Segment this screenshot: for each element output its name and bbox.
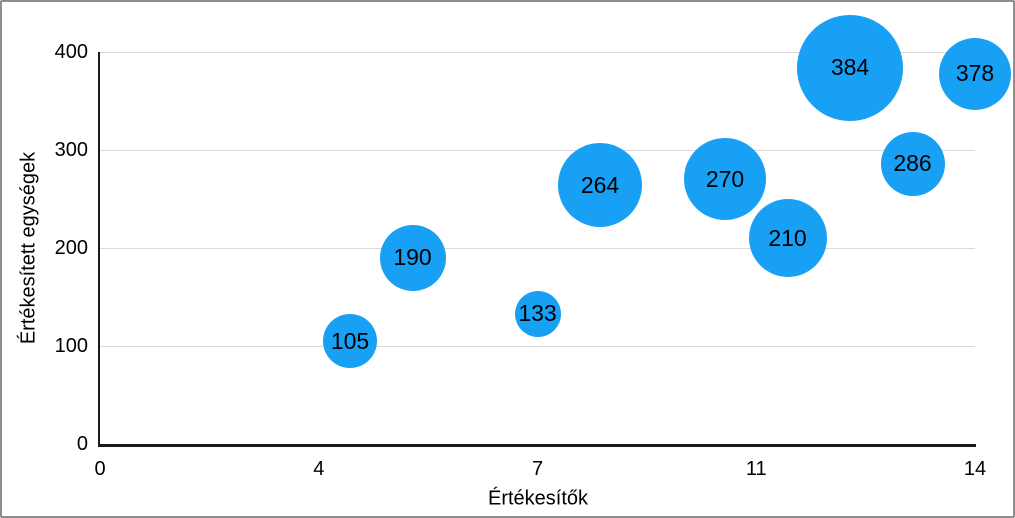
- x-tick-label: 14: [963, 458, 987, 480]
- y-gridline: [100, 345, 975, 347]
- y-tick-label: 100: [54, 335, 88, 357]
- bubble-133: 133: [514, 290, 561, 337]
- x-tick-label: 7: [531, 458, 544, 480]
- x-tick-label: 0: [94, 458, 106, 480]
- x-axis-line: [98, 444, 976, 447]
- bubble-384: 384: [797, 14, 903, 121]
- x-tick-label: 4: [313, 458, 325, 480]
- y-tick-label: 0: [76, 433, 88, 455]
- y-gridline: [100, 51, 975, 53]
- bubble-190: 190: [379, 224, 446, 291]
- y-gridline: [100, 247, 975, 249]
- bubble-270: 270: [684, 138, 766, 221]
- bubble-264: 264: [558, 143, 642, 228]
- bubble-210: 210: [748, 199, 827, 278]
- bubble-105: 105: [323, 314, 377, 369]
- y-tick-label: 200: [54, 237, 88, 259]
- x-tick-label: 11: [745, 458, 767, 480]
- y-gridline: [100, 149, 975, 151]
- bubble-286: 286: [880, 131, 945, 196]
- y-axis-line: [98, 52, 100, 447]
- bubble-378: 378: [939, 37, 1011, 110]
- y-tick-label: 300: [54, 139, 88, 161]
- y-tick-label: 400: [54, 41, 88, 63]
- x-axis-title: Értékesítők: [487, 487, 589, 510]
